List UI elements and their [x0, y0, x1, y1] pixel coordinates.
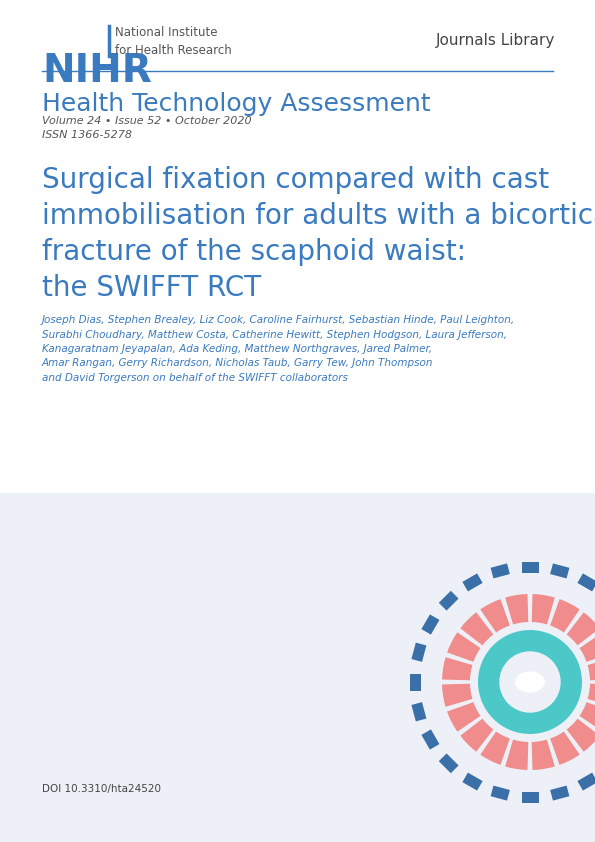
Bar [462, 573, 483, 591]
Wedge shape [550, 732, 580, 765]
Bar [521, 791, 538, 802]
Bar [439, 591, 459, 610]
Wedge shape [588, 684, 595, 706]
Text: Surgical fixation compared with cast: Surgical fixation compared with cast [42, 166, 549, 194]
Bar [439, 754, 459, 773]
Wedge shape [480, 600, 510, 632]
Wedge shape [532, 594, 555, 625]
Text: National Institute
for Health Research: National Institute for Health Research [115, 25, 231, 56]
Circle shape [500, 652, 560, 712]
Bar [421, 729, 440, 749]
Text: and David Torgerson on behalf of the SWIFFT collaborators: and David Torgerson on behalf of the SWI… [42, 373, 348, 383]
Bar [577, 573, 595, 591]
Bar [577, 773, 595, 791]
Text: DOI 10.3310/hta24520: DOI 10.3310/hta24520 [42, 784, 161, 794]
Text: NIHR: NIHR [42, 52, 152, 90]
Bar [491, 786, 510, 801]
Wedge shape [550, 600, 580, 632]
Bar [409, 674, 421, 690]
Bar [411, 642, 427, 662]
Bar [0, 493, 595, 842]
Wedge shape [442, 684, 472, 706]
Wedge shape [505, 594, 528, 625]
Wedge shape [461, 612, 493, 645]
Wedge shape [480, 732, 510, 765]
Text: immobilisation for adults with a bicortical: immobilisation for adults with a bicorti… [42, 202, 595, 230]
Wedge shape [532, 739, 555, 770]
Text: Health Technology Assessment: Health Technology Assessment [42, 92, 431, 116]
Wedge shape [505, 739, 528, 770]
Wedge shape [588, 658, 595, 680]
Bar [462, 773, 483, 791]
Wedge shape [566, 718, 595, 752]
Bar [421, 615, 440, 635]
Text: Journals Library: Journals Library [436, 34, 555, 49]
Wedge shape [566, 612, 595, 645]
Wedge shape [580, 632, 595, 662]
Text: Amar Rangan, Gerry Richardson, Nicholas Taub, Garry Tew, John Thompson: Amar Rangan, Gerry Richardson, Nicholas … [42, 359, 434, 369]
Text: ISSN 1366-5278: ISSN 1366-5278 [42, 130, 132, 140]
Text: fracture of the scaphoid waist:: fracture of the scaphoid waist: [42, 238, 466, 266]
Text: Joseph Dias, Stephen Brealey, Liz Cook, Caroline Fairhurst, Sebastian Hinde, Pau: Joseph Dias, Stephen Brealey, Liz Cook, … [42, 315, 515, 325]
Wedge shape [442, 658, 472, 680]
Bar [550, 563, 569, 578]
Wedge shape [461, 718, 493, 752]
Bar [521, 562, 538, 573]
Text: the SWIFFT RCT: the SWIFFT RCT [42, 274, 261, 302]
Bar [411, 702, 427, 722]
Text: Surabhi Choudhary, Matthew Costa, Catherine Hewitt, Stephen Hodgson, Laura Jeffe: Surabhi Choudhary, Matthew Costa, Cather… [42, 329, 507, 339]
Wedge shape [478, 630, 582, 734]
Bar [491, 563, 510, 578]
Text: Kanagaratnam Jeyapalan, Ada Keding, Matthew Northgraves, Jared Palmer,: Kanagaratnam Jeyapalan, Ada Keding, Matt… [42, 344, 432, 354]
Text: Volume 24 • Issue 52 • October 2020: Volume 24 • Issue 52 • October 2020 [42, 116, 252, 126]
Ellipse shape [515, 672, 545, 692]
Wedge shape [447, 702, 481, 732]
Wedge shape [447, 632, 481, 662]
Wedge shape [580, 702, 595, 732]
Bar [550, 786, 569, 801]
